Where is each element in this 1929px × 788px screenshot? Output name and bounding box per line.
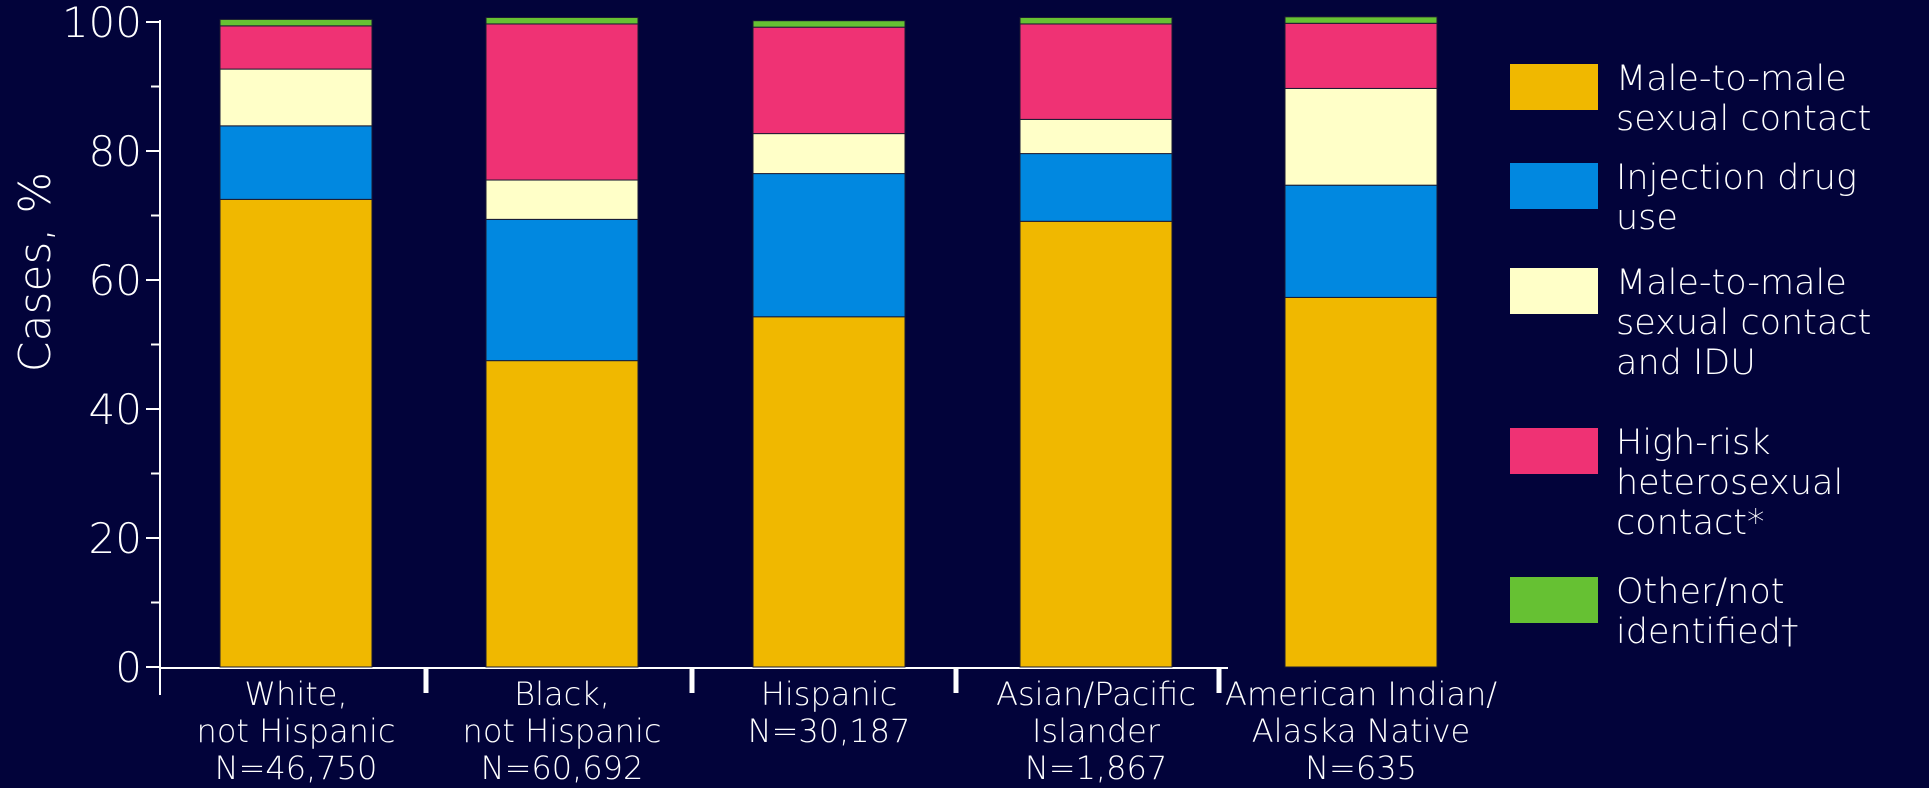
bar-segment	[752, 133, 906, 175]
bar-segment	[1019, 23, 1173, 120]
y-tick-label: 40	[89, 385, 142, 434]
bar-stack	[1284, 16, 1438, 668]
bar-segment	[485, 218, 639, 362]
legend-swatch	[1510, 64, 1598, 110]
legend-swatch	[1510, 577, 1598, 623]
bar-stack	[485, 16, 639, 668]
bar-segment	[219, 198, 373, 668]
y-axis: 0 20 40 60 80 100	[62, 0, 161, 692]
legend-label: Male-to-male sexual contact	[1616, 59, 1872, 139]
stacked-bar-chart: Cases, % 0 20 40 60 80 100 White, not Hispanic…	[10, 0, 1498, 787]
legend-swatch	[1510, 428, 1598, 474]
y-tick-label: 0	[115, 643, 142, 692]
bar-segment	[485, 23, 639, 181]
legend-label: Injection drug use	[1616, 158, 1857, 238]
bar-segment	[485, 179, 639, 220]
x-category-label: White, not Hispanic N=46,750	[197, 675, 396, 787]
bar-segment	[752, 173, 906, 318]
bar-segment	[1284, 16, 1438, 24]
legend-label: High-risk heterosexual contact*	[1616, 423, 1844, 543]
bar-segment	[1019, 220, 1173, 668]
bar-segment	[219, 125, 373, 200]
bar-segment	[219, 18, 373, 27]
x-axis-labels: White, not Hispanic N=46,750 Black, not Hisp…	[197, 675, 1498, 787]
bar-segment	[752, 26, 906, 135]
bar-segment	[1284, 22, 1438, 89]
x-axis	[159, 667, 1228, 695]
x-category-label: Hispanic N=30,187	[748, 675, 911, 750]
bar-segment	[219, 68, 373, 127]
legend-label: Male-to-male sexual contact and IDU	[1616, 263, 1872, 383]
bar-segment	[485, 16, 639, 25]
bar-segment	[1019, 16, 1173, 25]
bar-segment	[485, 360, 639, 668]
y-tick-label: 100	[62, 0, 142, 47]
legend: Male-to-male sexual contact Injection dru…	[1510, 0, 1929, 788]
bar-stack	[752, 20, 906, 668]
bar-stack	[1019, 16, 1173, 668]
legend-swatch	[1510, 268, 1598, 314]
bar-stack	[219, 18, 373, 668]
x-category-label: Black, not Hispanic N=60,692	[463, 675, 662, 787]
x-category-label: American Indian/Alaska Native N=635	[1225, 675, 1497, 787]
bar-segment	[1284, 87, 1438, 186]
bar-segment	[1284, 184, 1438, 298]
bar-segment	[752, 316, 906, 668]
x-category-label: Asian/Pacific Islander N=1,867	[996, 675, 1196, 787]
y-tick-label: 80	[89, 127, 142, 176]
bar-segment	[219, 25, 373, 70]
y-axis-label: Cases, %	[10, 172, 61, 372]
bar-segment	[1019, 153, 1173, 222]
y-tick-label: 20	[89, 514, 142, 563]
bar-segment	[1284, 296, 1438, 668]
legend-swatch	[1510, 163, 1598, 209]
bar-segment	[1019, 118, 1173, 155]
legend-label: Other/not identified†	[1616, 572, 1799, 652]
bar-segment	[752, 20, 906, 28]
bars	[219, 16, 1438, 668]
y-tick-label: 60	[89, 256, 142, 305]
